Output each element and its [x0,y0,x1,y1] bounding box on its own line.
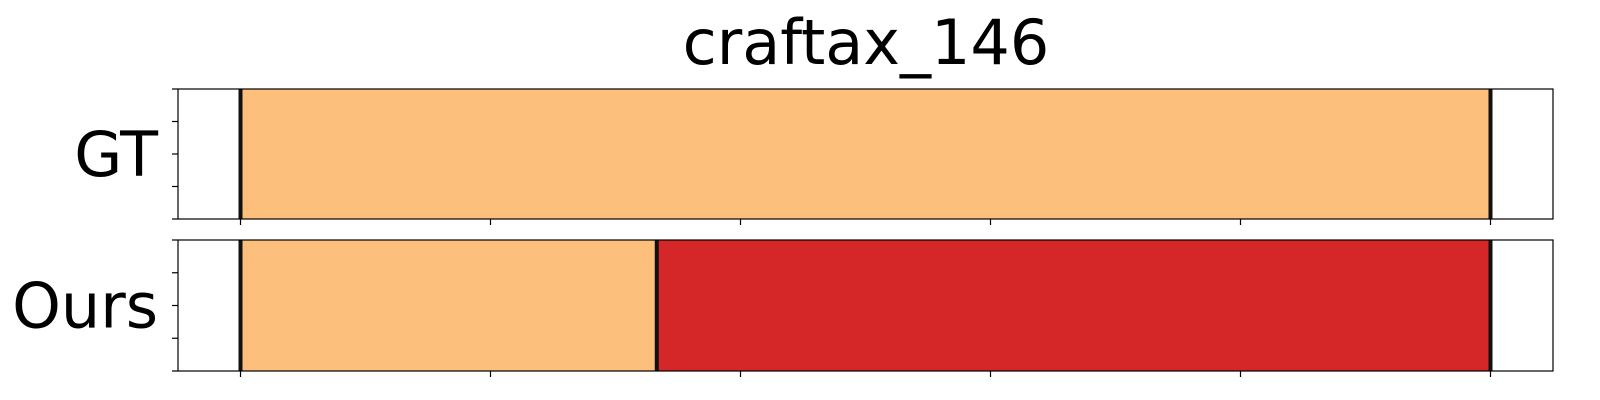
row-gt: GT [74,88,1554,225]
segment-1 [656,240,1491,371]
chart-title: craftax_146 [683,6,1050,79]
row-label-gt: GT [74,118,159,191]
rows-layer: GT Ours [12,88,1554,377]
row-ours: Ours [12,239,1554,377]
segment-0 [240,240,657,371]
segment-0 [240,89,1491,219]
row-label-ours: Ours [12,270,158,343]
